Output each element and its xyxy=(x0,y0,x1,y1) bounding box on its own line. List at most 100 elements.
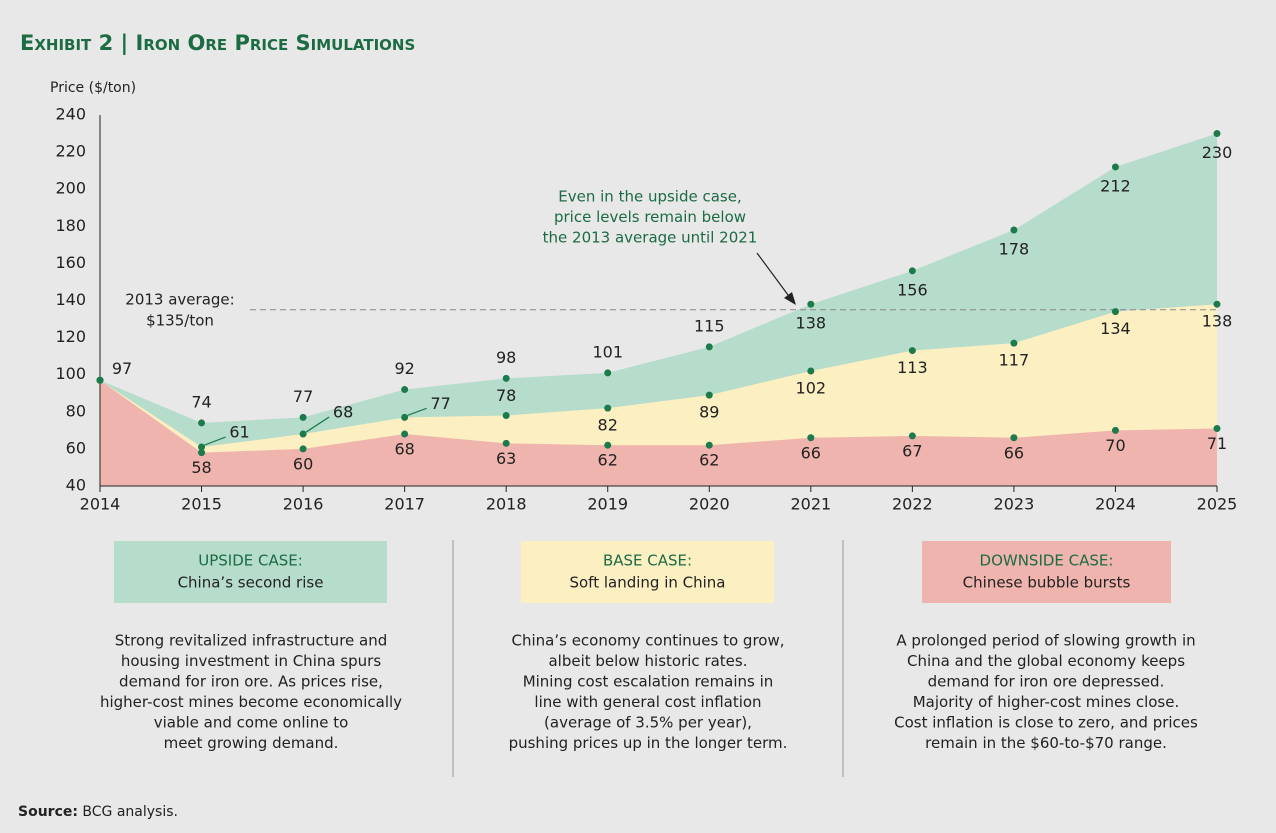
arrow-head xyxy=(784,292,796,305)
point xyxy=(299,413,307,421)
y-tick-label: 120 xyxy=(55,327,86,346)
x-tick-label: 2024 xyxy=(1095,495,1136,514)
data-label: 156 xyxy=(897,280,928,299)
case-description: A prolonged period of slowing growth in xyxy=(896,632,1195,650)
y-tick-label: 160 xyxy=(55,253,86,272)
data-label: 63 xyxy=(496,449,516,468)
y-tick-label: 40 xyxy=(66,476,86,495)
point xyxy=(299,430,307,438)
data-label: 77 xyxy=(430,394,450,413)
data-label: 97 xyxy=(112,359,132,378)
point xyxy=(705,441,713,449)
case-description: line with general cost inflation xyxy=(534,693,761,711)
source-label: Source: xyxy=(18,804,78,820)
point xyxy=(1010,434,1018,442)
point xyxy=(198,419,206,427)
point xyxy=(502,374,510,382)
data-label: 66 xyxy=(1004,443,1024,462)
point xyxy=(502,412,510,420)
case-description: demand for iron ore depressed. xyxy=(928,673,1165,691)
x-tick-label: 2025 xyxy=(1197,495,1238,514)
point xyxy=(198,449,206,457)
data-label: 92 xyxy=(394,359,414,378)
data-label: 102 xyxy=(796,378,827,397)
x-tick-label: 2018 xyxy=(486,495,527,514)
point xyxy=(198,443,206,451)
case-description: viable and come online to xyxy=(154,714,349,732)
case-description: demand for iron ore. As prices rise, xyxy=(119,673,383,691)
data-label: 115 xyxy=(694,316,725,335)
case-description: higher-cost mines become economically xyxy=(100,693,402,711)
point xyxy=(1010,339,1018,347)
data-label: 71 xyxy=(1207,434,1227,453)
case-description: (average of 3.5% per year), xyxy=(544,714,752,732)
point xyxy=(502,439,510,447)
annotation-arrow xyxy=(756,252,792,300)
case-description: China and the global economy keeps xyxy=(907,652,1185,670)
case-description: Mining cost escalation remains in xyxy=(523,673,774,691)
legend-name: DOWNSIDE CASE: xyxy=(980,552,1114,570)
point xyxy=(1111,163,1119,171)
data-label: 58 xyxy=(191,458,211,477)
point xyxy=(1213,130,1221,138)
x-tick-label: 2023 xyxy=(994,495,1035,514)
case-description: Majority of higher-cost mines close. xyxy=(913,693,1180,711)
data-label: 98 xyxy=(496,348,516,367)
point xyxy=(908,432,916,440)
point xyxy=(604,369,612,377)
y-axis-label: Price ($/ton) xyxy=(50,80,136,96)
data-label: 117 xyxy=(999,351,1030,370)
x-tick-label: 2022 xyxy=(892,495,933,514)
case-description: pushing prices up in the longer term. xyxy=(509,734,788,752)
data-label: 113 xyxy=(897,358,928,377)
annotation: price levels remain below xyxy=(554,208,746,226)
data-label: 101 xyxy=(592,342,623,361)
y-tick-label: 220 xyxy=(55,142,86,161)
legend-subtitle: Chinese bubble bursts xyxy=(963,574,1131,592)
point xyxy=(908,267,916,275)
chart-title: Exhibit 2 | Iron Ore Price Simulations xyxy=(20,31,415,56)
case-description: housing investment in China spurs xyxy=(121,652,382,670)
legend-name: BASE CASE: xyxy=(603,552,692,570)
data-label: 212 xyxy=(1100,176,1131,195)
data-label: 74 xyxy=(191,392,211,411)
point xyxy=(807,300,815,308)
point xyxy=(1111,308,1119,316)
point xyxy=(299,445,307,453)
point xyxy=(96,376,104,384)
case-description: remain in the $60-to-$70 range. xyxy=(925,734,1167,752)
x-tick-label: 2016 xyxy=(283,495,324,514)
y-tick-label: 80 xyxy=(66,401,86,420)
data-label: 178 xyxy=(999,240,1030,259)
case-description: Strong revitalized infrastructure and xyxy=(115,632,388,650)
y-tick-label: 240 xyxy=(55,105,86,124)
label-leader xyxy=(407,407,427,416)
reference-label: $135/ton xyxy=(146,311,214,329)
data-label: 89 xyxy=(699,403,719,422)
point xyxy=(705,391,713,399)
y-tick-label: 60 xyxy=(66,438,86,457)
data-label: 66 xyxy=(801,443,821,462)
case-description: Cost inflation is close to zero, and pri… xyxy=(894,714,1198,732)
point xyxy=(1111,426,1119,434)
case-description: China’s economy continues to grow, xyxy=(512,632,785,650)
legend-name: UPSIDE CASE: xyxy=(198,552,303,570)
source-text: BCG analysis. xyxy=(82,804,178,820)
reference-label: 2013 average: xyxy=(125,290,234,308)
point xyxy=(1213,424,1221,432)
y-tick-label: 100 xyxy=(55,364,86,383)
label-leader xyxy=(305,416,330,433)
data-label: 70 xyxy=(1105,436,1125,455)
data-label: 138 xyxy=(1202,312,1233,331)
data-label: 138 xyxy=(796,314,827,333)
legend-box xyxy=(114,541,387,603)
point xyxy=(604,404,612,412)
data-label: 62 xyxy=(699,451,719,470)
point xyxy=(604,441,612,449)
area xyxy=(100,380,1217,486)
point xyxy=(908,347,916,355)
x-tick-label: 2015 xyxy=(181,495,222,514)
data-label: 230 xyxy=(1202,143,1233,162)
x-tick-label: 2021 xyxy=(790,495,831,514)
data-label: 68 xyxy=(333,403,353,422)
